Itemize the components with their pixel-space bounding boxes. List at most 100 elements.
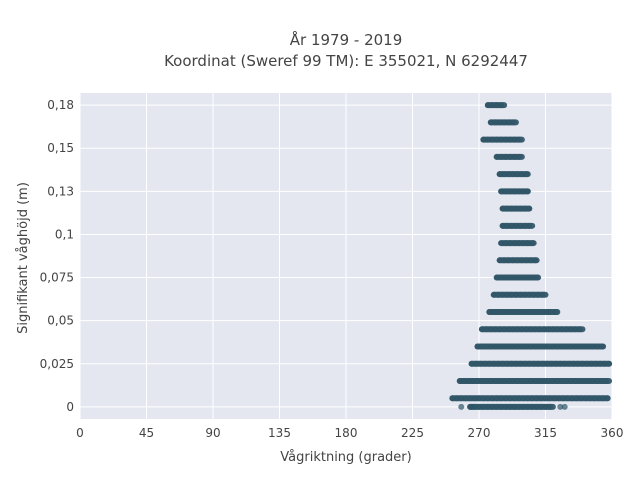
data-point bbox=[529, 395, 536, 402]
data-point bbox=[576, 326, 583, 333]
data-point bbox=[572, 326, 579, 333]
data-point bbox=[561, 360, 568, 367]
data-point bbox=[530, 309, 537, 316]
data-point bbox=[487, 343, 494, 350]
data-point bbox=[546, 395, 553, 402]
data-point bbox=[487, 326, 494, 333]
data-point bbox=[573, 395, 580, 402]
data-point bbox=[496, 343, 503, 350]
data-point bbox=[532, 378, 539, 385]
data-point bbox=[563, 378, 570, 385]
data-point bbox=[557, 360, 564, 367]
data-point bbox=[526, 222, 533, 229]
data-point bbox=[523, 257, 530, 264]
data-point bbox=[467, 395, 474, 402]
data-point bbox=[496, 119, 503, 126]
data-point bbox=[542, 395, 549, 402]
data-point bbox=[478, 326, 485, 333]
data-point bbox=[585, 343, 592, 350]
x-tick-label: 180 bbox=[335, 426, 358, 440]
data-point bbox=[529, 240, 536, 247]
data-point bbox=[604, 395, 611, 402]
data-point bbox=[487, 119, 494, 126]
data-point bbox=[558, 343, 565, 350]
data-point bbox=[589, 343, 596, 350]
data-point bbox=[538, 395, 545, 402]
data-point bbox=[496, 171, 503, 178]
data-point bbox=[470, 378, 477, 385]
data-point bbox=[518, 343, 525, 350]
data-point bbox=[461, 378, 468, 385]
data-point bbox=[489, 136, 496, 143]
data-point bbox=[489, 395, 496, 402]
data-point bbox=[501, 257, 508, 264]
x-tick-label: 45 bbox=[139, 426, 154, 440]
data-point bbox=[515, 274, 522, 281]
data-point bbox=[512, 222, 519, 229]
data-point bbox=[575, 360, 582, 367]
data-point bbox=[508, 360, 515, 367]
data-point bbox=[458, 403, 465, 410]
x-tick-label: 270 bbox=[468, 426, 491, 440]
data-point bbox=[530, 360, 537, 367]
x-tick-label: 135 bbox=[268, 426, 291, 440]
data-point bbox=[502, 153, 509, 160]
data-point bbox=[490, 291, 497, 298]
data-point bbox=[507, 188, 514, 195]
data-point bbox=[554, 378, 561, 385]
data-point bbox=[527, 343, 534, 350]
data-point bbox=[548, 309, 555, 316]
x-tick-label: 225 bbox=[401, 426, 424, 440]
data-point bbox=[577, 395, 584, 402]
data-point bbox=[563, 343, 570, 350]
x-tick-label: 90 bbox=[205, 426, 220, 440]
y-axis-ticks: 0 0,025 0,05 0,075 0,1 0,13 0,15 0,18 bbox=[40, 98, 74, 414]
data-point bbox=[524, 188, 531, 195]
data-point bbox=[520, 188, 527, 195]
data-point bbox=[483, 326, 490, 333]
data-point bbox=[529, 274, 536, 281]
data-point bbox=[572, 378, 579, 385]
data-point bbox=[567, 343, 574, 350]
data-point bbox=[468, 403, 475, 410]
y-tick-label: 0,05 bbox=[47, 314, 74, 328]
data-point bbox=[517, 360, 524, 367]
data-point bbox=[492, 378, 499, 385]
data-point bbox=[521, 291, 528, 298]
data-point bbox=[546, 403, 553, 410]
data-point bbox=[499, 222, 506, 229]
data-point bbox=[586, 395, 593, 402]
data-point bbox=[507, 240, 514, 247]
y-tick-label: 0,1 bbox=[55, 227, 74, 241]
data-point bbox=[504, 222, 511, 229]
data-point bbox=[594, 343, 601, 350]
data-point bbox=[514, 171, 521, 178]
data-point bbox=[521, 222, 528, 229]
data-point bbox=[473, 360, 480, 367]
data-point bbox=[523, 326, 530, 333]
data-point bbox=[505, 343, 512, 350]
data-point bbox=[600, 395, 607, 402]
data-point bbox=[515, 395, 522, 402]
data-point bbox=[530, 291, 537, 298]
data-point bbox=[505, 326, 512, 333]
data-point bbox=[554, 326, 561, 333]
data-point bbox=[535, 291, 542, 298]
data-point bbox=[493, 403, 500, 410]
data-point bbox=[539, 309, 546, 316]
data-point bbox=[511, 395, 518, 402]
chart-title-line-1: År 1979 - 2019 bbox=[290, 30, 403, 49]
data-point bbox=[496, 326, 503, 333]
data-point bbox=[520, 240, 527, 247]
data-point bbox=[515, 153, 522, 160]
data-point bbox=[514, 257, 521, 264]
data-point bbox=[560, 395, 567, 402]
data-point bbox=[498, 403, 505, 410]
data-point bbox=[592, 360, 599, 367]
data-point bbox=[508, 222, 515, 229]
data-point bbox=[484, 395, 491, 402]
data-point bbox=[496, 378, 503, 385]
data-point bbox=[566, 360, 573, 367]
data-point bbox=[606, 360, 613, 367]
data-point bbox=[465, 378, 472, 385]
